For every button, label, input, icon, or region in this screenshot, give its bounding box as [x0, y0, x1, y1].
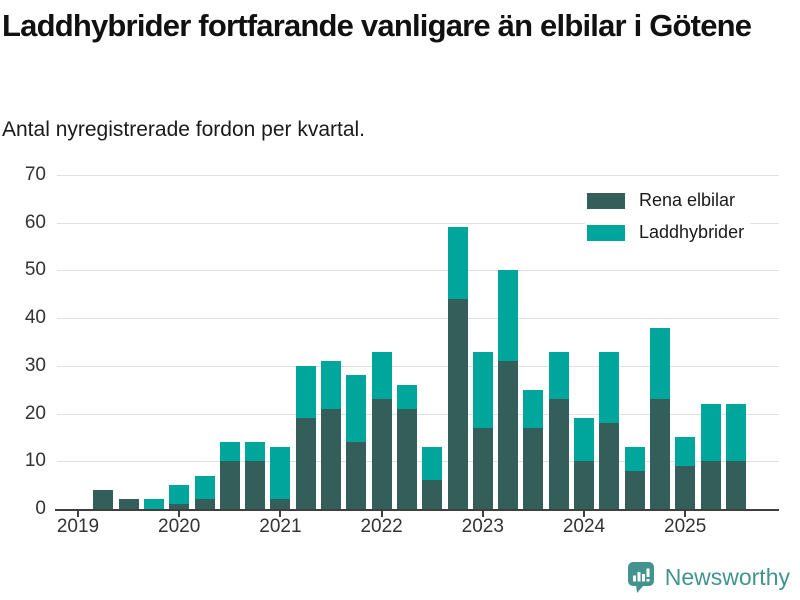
bar-rena-elbilar	[321, 408, 341, 509]
bar-laddhybrider	[599, 351, 620, 424]
gridline	[57, 413, 779, 415]
bar-rena-elbilar	[371, 399, 392, 509]
legend-item-laddhybrider: Laddhybrider	[587, 222, 744, 243]
bar-laddhybrider	[574, 418, 594, 462]
bar-rena-elbilar	[295, 418, 316, 509]
bar-rena-elbilar	[649, 399, 670, 509]
bar-rena-elbilar	[599, 423, 620, 509]
x-axis-line	[55, 509, 779, 511]
y-tick-label: 50	[24, 259, 46, 281]
bar-rena-elbilar	[270, 499, 291, 509]
y-tick-label: 40	[24, 307, 46, 329]
bar-rena-elbilar	[169, 504, 190, 509]
x-axis-tick	[178, 511, 181, 517]
y-tick-label: 70	[24, 164, 46, 185]
bar-laddhybrider	[194, 475, 215, 500]
bar-laddhybrider	[700, 404, 721, 462]
bar-laddhybrider	[523, 389, 544, 428]
x-axis-tick	[583, 511, 585, 517]
x-tick-label: 2025	[664, 516, 707, 537]
bar-laddhybrider	[169, 485, 190, 505]
bar-laddhybrider	[270, 446, 291, 500]
newsworthy-branding: Newsworthy	[627, 561, 790, 594]
bar-rena-elbilar	[245, 461, 266, 509]
x-axis-tick	[77, 511, 79, 517]
bar-rena-elbilar	[194, 499, 215, 509]
bar-laddhybrider	[295, 365, 316, 419]
brand-name: Newsworthy	[664, 564, 790, 590]
x-tick-label: 2021	[259, 516, 302, 537]
bar-laddhybrider	[447, 227, 468, 300]
bar-rena-elbilar	[118, 499, 139, 509]
legend-swatch-laddhybrider	[587, 224, 625, 241]
bar-rena-elbilar	[219, 461, 240, 509]
bar-rena-elbilar	[422, 480, 443, 509]
x-tick-label: 2019	[56, 516, 100, 537]
gridline	[57, 318, 779, 320]
gridline	[57, 175, 779, 176]
bar-rena-elbilar	[548, 399, 569, 509]
y-tick-label: 30	[24, 354, 46, 376]
x-tick-label: 2022	[360, 516, 403, 537]
bar-laddhybrider	[725, 404, 746, 462]
newsworthy-logo-icon	[627, 562, 654, 593]
gridline	[57, 461, 779, 463]
bar-rena-elbilar	[523, 427, 544, 509]
bar-laddhybrider	[219, 442, 240, 462]
gridline	[57, 222, 779, 224]
y-tick-label: 10	[24, 450, 46, 472]
bar-laddhybrider	[624, 446, 645, 471]
bar-rena-elbilar	[396, 408, 417, 509]
legend-item-rena-elbilar: Rena elbilar	[587, 190, 744, 211]
bar-laddhybrider	[472, 351, 493, 428]
y-tick-label: 0	[35, 498, 46, 519]
bar-laddhybrider	[143, 499, 164, 509]
page-subtitle: Antal nyregistrerade fordon per kvartal.	[2, 118, 366, 141]
bar-rena-elbilar	[472, 427, 493, 509]
bar-laddhybrider	[321, 361, 341, 409]
bar-rena-elbilar	[675, 466, 696, 509]
bar-rena-elbilar	[498, 361, 519, 509]
bar-laddhybrider	[675, 437, 696, 467]
bar-rena-elbilar	[574, 461, 594, 509]
page-title: Laddhybrider fortfarande vanligare än el…	[2, 8, 752, 43]
bar-laddhybrider	[422, 446, 443, 481]
bar-laddhybrider	[371, 351, 392, 400]
bar-rena-elbilar	[447, 299, 468, 509]
bar-laddhybrider	[346, 375, 367, 443]
bar-rena-elbilar	[624, 470, 645, 509]
bar-rena-elbilar	[700, 461, 721, 509]
y-tick-label: 20	[24, 402, 46, 424]
x-axis-tick	[684, 511, 687, 517]
bar-laddhybrider	[498, 270, 519, 362]
gridline	[57, 270, 779, 272]
legend-label-laddhybrider: Laddhybrider	[639, 222, 745, 242]
bar-laddhybrider	[548, 351, 569, 400]
legend-swatch-rena-elbilar	[587, 192, 625, 209]
x-axis-tick	[380, 511, 383, 517]
x-tick-label: 2023	[461, 516, 504, 537]
y-tick-label: 60	[24, 211, 46, 233]
chart-legend: Rena elbilar Laddhybrider	[585, 188, 751, 245]
bar-rena-elbilar	[725, 461, 746, 509]
x-axis-tick	[279, 511, 282, 517]
x-tick-label: 2020	[158, 516, 201, 537]
bar-laddhybrider	[649, 327, 670, 400]
bar-rena-elbilar	[346, 442, 367, 509]
bar-laddhybrider	[245, 442, 266, 462]
bar-rena-elbilar	[93, 489, 114, 509]
legend-label-rena-elbilar: Rena elbilar	[639, 190, 736, 210]
gridline	[57, 365, 779, 367]
bar-laddhybrider	[396, 384, 417, 409]
x-tick-label: 2024	[562, 516, 606, 537]
x-axis-tick	[481, 511, 484, 517]
